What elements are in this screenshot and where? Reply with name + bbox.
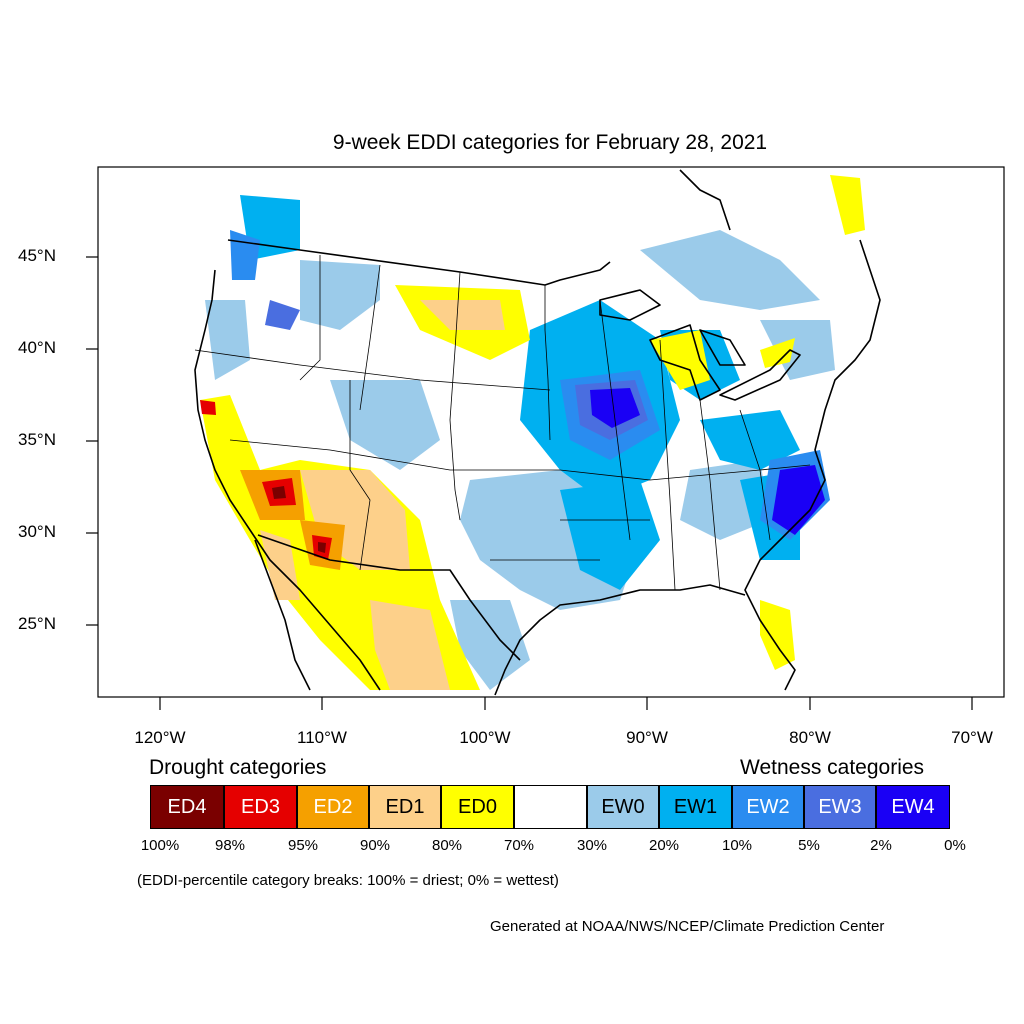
legend-pct-95: 95% xyxy=(287,837,319,854)
legend-pct-0: 0% xyxy=(944,837,966,854)
hudson-shore xyxy=(679,169,731,231)
ew4-regions xyxy=(590,388,825,535)
lon-label-100: 100°W xyxy=(459,728,511,747)
lon-label-70: 70°W xyxy=(951,728,993,747)
legend-pct-80: 80% xyxy=(431,837,463,854)
credit-line: Generated at NOAA/NWS/NCEP/Climate Predi… xyxy=(490,918,885,935)
boundaries xyxy=(194,169,881,696)
legend-box-normal xyxy=(514,785,587,829)
legend-box-ew2: EW2 xyxy=(732,785,804,829)
legend-box-ew3: EW3 xyxy=(804,785,876,829)
atlantic-coast xyxy=(744,239,881,691)
map-layers xyxy=(194,169,881,696)
map-title: 9-week EDDI categories for February 28, … xyxy=(332,131,768,154)
legend-pct-20: 20% xyxy=(648,837,680,854)
category-note: (EDDI-percentile category breaks: 100% =… xyxy=(137,872,559,889)
state-lines xyxy=(194,255,811,591)
baja xyxy=(254,539,311,691)
legend-pct-5: 5% xyxy=(798,837,820,854)
mexico-border xyxy=(257,534,521,661)
lat-label-45: 45°N xyxy=(18,246,56,265)
lat-ticks xyxy=(86,256,98,626)
gulf-coast xyxy=(494,584,746,696)
legend-pct-30: 30% xyxy=(576,837,608,854)
wetness-heading: Wetness categories xyxy=(740,756,925,779)
legend-box-ed1: ED1 xyxy=(369,785,441,829)
map-frame xyxy=(97,166,1005,698)
legend-box-ed4: ED4 xyxy=(150,785,224,829)
great-lakes xyxy=(599,289,801,401)
legend-box-ew1: EW1 xyxy=(659,785,732,829)
legend-box-ed3: ED3 xyxy=(224,785,297,829)
legend-pct-98: 98% xyxy=(214,837,246,854)
pacific-coast xyxy=(194,269,381,691)
legend-box-ew4: EW4 xyxy=(876,785,950,829)
lat-label-25: 25°N xyxy=(18,614,56,633)
lat-label-35: 35°N xyxy=(18,430,56,449)
legend-pct-100: 100% xyxy=(140,837,180,854)
legend-box-ew0: EW0 xyxy=(587,785,659,829)
lat-label-40: 40°N xyxy=(18,338,56,357)
legend-box-ed0: ED0 xyxy=(441,785,514,829)
lon-label-90: 90°W xyxy=(626,728,668,747)
lon-ticks xyxy=(159,697,973,710)
legend-pct-2: 2% xyxy=(870,837,892,854)
lon-label-80: 80°W xyxy=(789,728,831,747)
drought-heading: Drought categories xyxy=(149,756,327,779)
lon-label-120: 120°W xyxy=(134,728,186,747)
legend-box-ed2: ED2 xyxy=(297,785,369,829)
legend-pct-90: 90% xyxy=(359,837,391,854)
lon-label-110: 110°W xyxy=(297,728,347,747)
legend-pct-10: 10% xyxy=(721,837,753,854)
lat-label-30: 30°N xyxy=(18,522,56,541)
ed4-regions xyxy=(272,486,326,553)
legend-pct-70: 70% xyxy=(503,837,535,854)
